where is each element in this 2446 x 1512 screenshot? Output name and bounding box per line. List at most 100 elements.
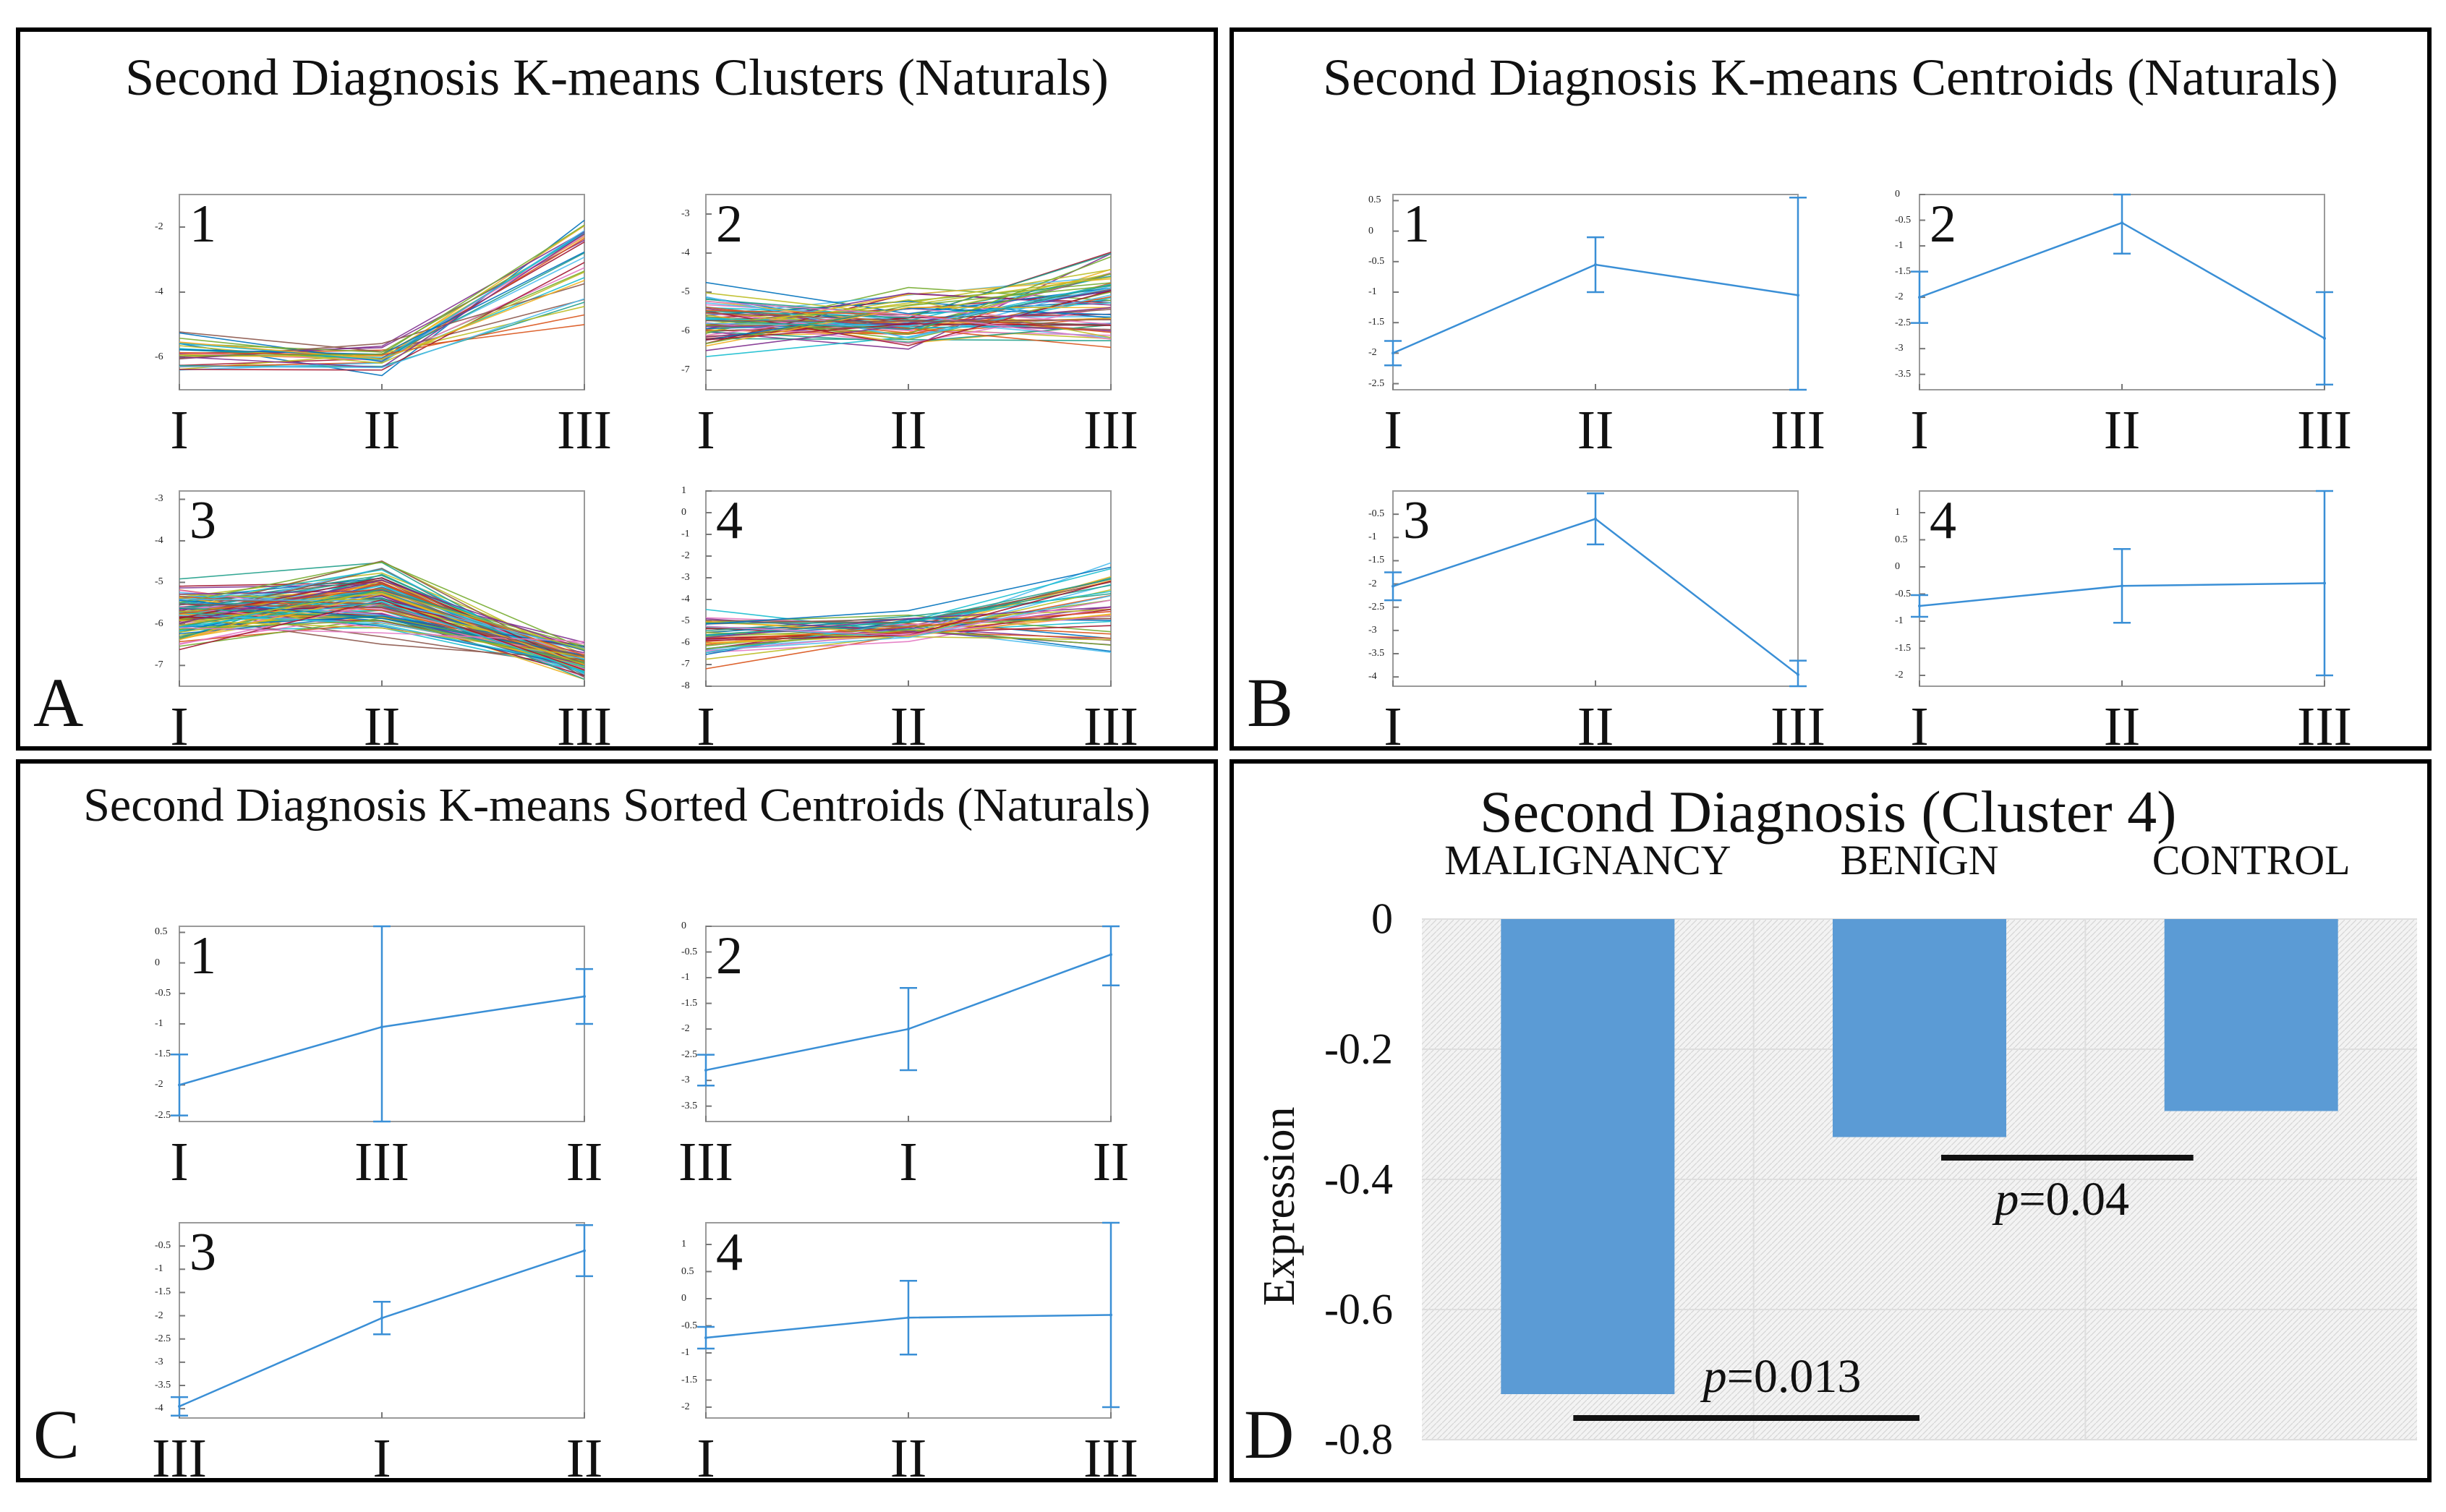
panel-a-subplot-4: 1 0 -1 -2 -3 -4 -5 -6 -7 -8 4 I II III <box>681 486 1138 755</box>
y-tick-label: 1 <box>681 485 686 496</box>
x-tick-label: II <box>2103 400 2141 461</box>
cluster-member-line <box>705 297 1112 357</box>
error-bar <box>1911 594 1928 618</box>
y-tick-label: 0 <box>1895 561 1900 572</box>
subplot-plot-area <box>171 1222 593 1419</box>
y-tick-label: -2 <box>1895 670 1904 680</box>
error-bar <box>576 1223 593 1278</box>
y-tick-label: -3 <box>681 572 690 583</box>
y-tick-label: -0.5 <box>155 987 171 999</box>
error-bar <box>2113 193 2131 255</box>
error-bar <box>2113 548 2131 624</box>
y-tick-label: -6 <box>681 637 690 648</box>
error-bar <box>900 987 917 1072</box>
cluster-member-line <box>705 312 1112 326</box>
subplot-plot-area <box>697 1221 1120 1419</box>
bar-control <box>2164 919 2338 1111</box>
x-tick-label: II <box>890 696 927 757</box>
cluster-member-line <box>705 599 1112 636</box>
y-tick-label: -2 <box>155 1310 163 1321</box>
x-tick-label: II <box>2103 696 2141 757</box>
x-tick-label: II <box>1577 400 1614 461</box>
p-value-benign-control: p=0.04 <box>1995 1172 2129 1227</box>
cluster-member-line <box>705 566 1112 625</box>
cluster-member-line <box>179 314 585 356</box>
panel-b-subplot-3: -0.5 -1 -1.5 -2 -2.5 -3 -3.5 -4 3 I II III <box>1368 490 1825 754</box>
cluster-member-line <box>705 290 1112 346</box>
y-tick-label: -1 <box>681 972 690 983</box>
cluster-member-line <box>179 232 585 361</box>
y-tick-label: -0.5 <box>681 946 698 957</box>
x-tick-label: I <box>1384 400 1402 461</box>
subplot-number: 4 <box>1930 491 1956 550</box>
subplot-plot-area <box>1911 193 2333 390</box>
error-bar <box>576 968 593 1025</box>
y-tick-label: -2 <box>681 1401 690 1412</box>
x-tick-label: III <box>1083 400 1138 461</box>
y-tick-label: -2.5 <box>1368 377 1385 389</box>
y-tick-label: -4 <box>155 286 163 297</box>
panel-c-label: C <box>33 1396 80 1473</box>
y-tick-label: -2 <box>681 550 690 561</box>
x-tick-label: II <box>566 1132 603 1192</box>
cluster-member-line <box>179 603 585 671</box>
cluster-member-line <box>179 271 585 364</box>
y-tick-label: -1 <box>681 1347 690 1358</box>
cluster-member-line <box>179 591 585 650</box>
y-tick-label: 0 <box>1368 225 1373 236</box>
y-tick-label: -3.5 <box>155 1380 171 1391</box>
y-tick-label: -3 <box>155 1356 163 1367</box>
y-tick-label: -1.5 <box>155 1048 171 1060</box>
cluster-member-line <box>705 278 1112 333</box>
subplot-number: 1 <box>1403 195 1430 254</box>
error-bar <box>373 1301 391 1336</box>
subplot-number: 3 <box>189 491 216 550</box>
y-tick-label: 0 <box>681 921 686 931</box>
x-tick-label: III <box>1770 400 1825 461</box>
centroid-point <box>2323 581 2326 585</box>
x-tick-label: I <box>1910 696 1929 757</box>
cluster-member-line <box>179 561 585 649</box>
panel-c: Second Diagnosis K-means Sorted Centroid… <box>16 759 1218 1486</box>
error-bar <box>1587 236 1604 294</box>
panel-a-subplot-2: -3 -4 -5 -6 -7 2 I II III <box>681 194 1138 458</box>
cluster-member-line <box>179 579 585 651</box>
x-tick-label: II <box>363 400 401 461</box>
centroid-point <box>1392 351 1394 355</box>
centroid-point <box>1918 296 1921 299</box>
subplot-plot-area <box>179 194 585 390</box>
panel-c-subplot-2: 0 -0.5 -1 -1.5 -2 -2.5 -3 -3.5 2 III I II <box>678 921 1129 1190</box>
x-tick-label: III <box>2297 696 2352 757</box>
x-tick-label: II <box>1092 1132 1130 1192</box>
x-tick-label: III <box>354 1132 409 1192</box>
y-tick-label: -3.5 <box>1895 368 1912 380</box>
y-tick-label: -5 <box>155 576 163 588</box>
centroid-point <box>704 1068 707 1072</box>
x-tick-label: I <box>1384 696 1402 757</box>
subplot-plot-area <box>179 490 585 687</box>
subplot-number: 1 <box>189 195 216 254</box>
x-tick-label: I <box>372 1428 391 1489</box>
cluster-member-line <box>705 252 1112 318</box>
subplot-plot-area <box>1384 194 1807 391</box>
x-tick-label: I <box>170 400 189 461</box>
centroid-point <box>2121 584 2123 588</box>
subplot-plot-area <box>697 925 1120 1122</box>
y-tick-label: -0.5 <box>1368 255 1385 267</box>
panel-a-subplot-1: -2 -4 -6 1 I II III <box>155 194 612 458</box>
cluster-member-line <box>179 603 585 658</box>
axes-frame <box>705 490 1112 687</box>
subplot-plot-area <box>705 194 1112 390</box>
x-tick-label: I <box>899 1132 918 1192</box>
x-tick-label: III <box>557 400 612 461</box>
cluster-member-line <box>179 280 585 360</box>
y-tick-label: -2.5 <box>1368 601 1385 612</box>
y-tick-label: -3 <box>681 208 690 219</box>
y-tick-label: -1.5 <box>155 1286 171 1298</box>
cluster-member-line <box>179 613 585 667</box>
subplot-number: 2 <box>716 195 743 254</box>
y-tick-label: -2.5 <box>681 1048 698 1060</box>
error-bar <box>2316 291 2333 386</box>
x-tick-label: III <box>1083 1428 1138 1489</box>
panel-b-subplot-2: 0 -0.5 -1 -1.5 -2 -2.5 -3 -3.5 2 I II III <box>1895 189 2352 458</box>
